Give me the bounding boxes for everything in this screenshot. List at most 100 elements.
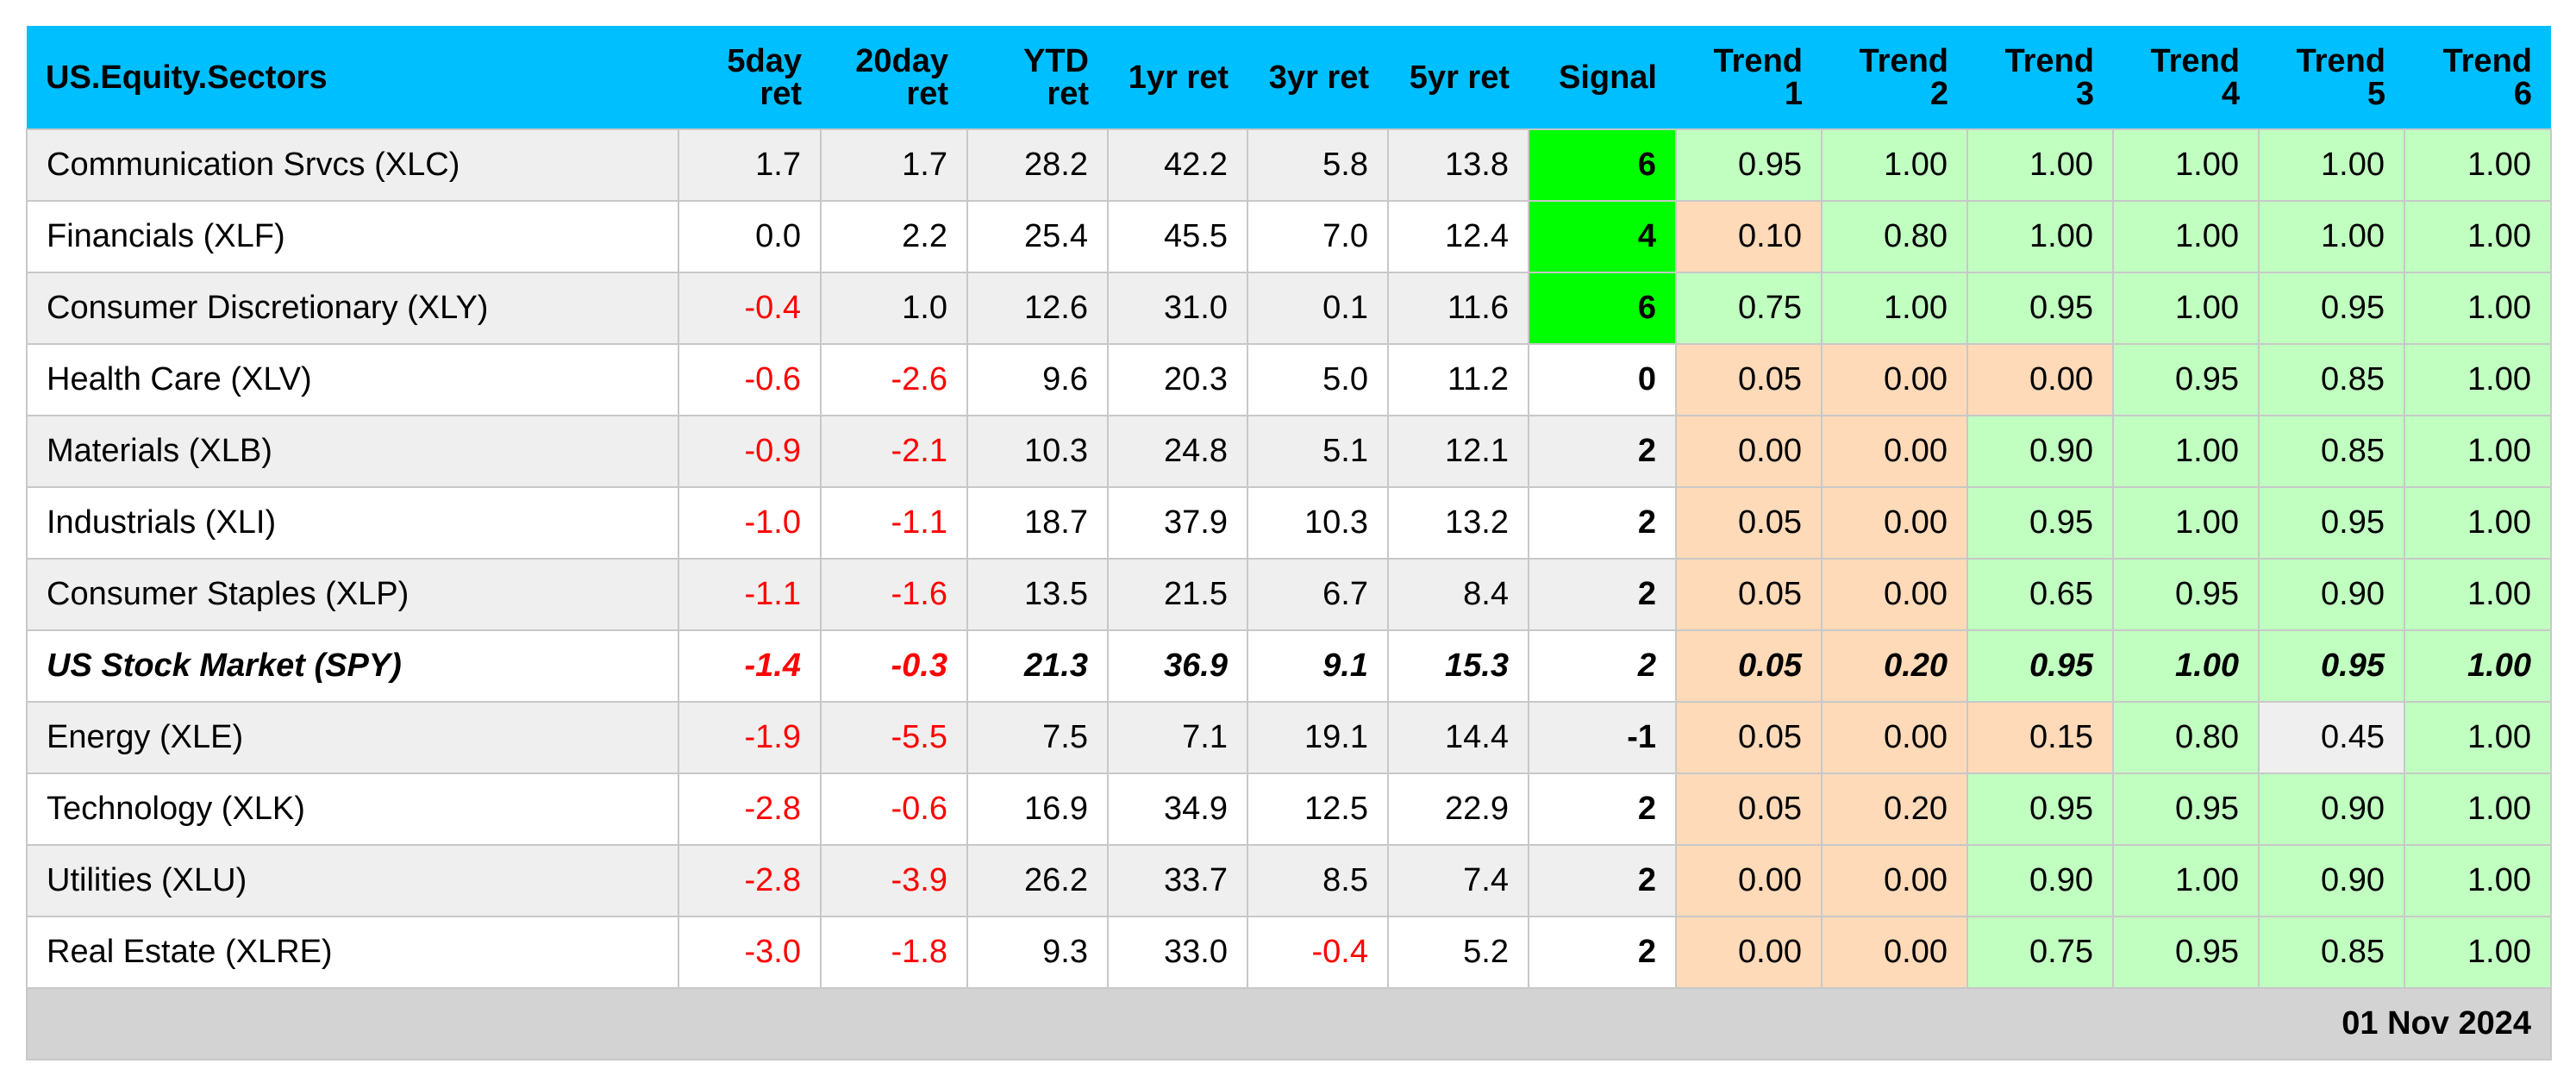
return-cell-r5y: 15.3 [1387,629,1529,703]
return-cell-r5d: -1.4 [678,629,822,703]
sector-name-cell: Industrials (XLI) [26,486,679,560]
column-header-label: 5 [2367,75,2385,112]
sector-name-cell: Utilities (XLU) [26,844,679,917]
trend-cell-3: 0.95 [1966,486,2114,560]
column-header-ytd: YTD ret [967,26,1108,129]
trend-cell-5: 0.90 [2258,558,2405,631]
signal-cell: 0 [1528,343,1677,416]
return-cell-r5y: 7.4 [1387,844,1529,917]
column-header-label: 1yr ret [1128,59,1229,96]
trend-cell-2: 0.00 [1821,558,1968,631]
table-body: Communication Srvcs (XLC) 1.7 1.7 28.2 42.2 5… [26,128,2552,989]
return-cell-r5y: 11.6 [1387,272,1529,345]
trend-cell-4: 0.95 [2112,343,2260,416]
trend-cell-1: 0.00 [1675,844,1823,917]
return-cell-r20d: 2.2 [820,200,968,273]
return-cell-r3y: 6.7 [1247,558,1389,631]
sector-row: Real Estate (XLRE) -3.0 -1.8 9.3 33.0 -0.4 5.2… [26,916,2552,989]
sector-name-cell: Real Estate (XLRE) [26,916,679,989]
trend-cell-5: 0.90 [2258,844,2405,917]
column-header-label: 2 [1929,75,1948,112]
return-cell-r5y: 13.2 [1387,486,1529,560]
column-header-label: ret [760,75,802,112]
return-cell-r5y: 14.4 [1387,701,1529,774]
signal-cell: 2 [1528,486,1677,560]
sector-row: Consumer Staples (XLP) -1.1 -1.6 13.5 21.5 6.… [26,558,2552,631]
trend-cell-4: 0.95 [2112,916,2260,989]
trend-cell-1: 0.05 [1675,343,1823,416]
column-header-label: YTD [1023,42,1089,79]
column-header-label: 4 [2221,75,2240,112]
trend-cell-3: 0.90 [1966,844,2114,917]
sector-name-cell: Communication Srvcs (XLC) [26,128,679,202]
column-header-r20d: 20day ret [821,26,967,129]
column-header-t4: Trend 4 [2113,26,2259,129]
return-cell-r1y: 31.0 [1107,272,1248,345]
return-cell-ytd: 28.2 [966,128,1109,202]
signal-cell: -1 [1528,701,1677,774]
sector-name-cell: Financials (XLF) [26,200,679,273]
trend-cell-6: 1.00 [2404,916,2552,989]
trend-cell-2: 1.00 [1821,128,1968,202]
trend-cell-5: 1.00 [2258,200,2405,273]
return-cell-r1y: 34.9 [1107,773,1248,846]
return-cell-ytd: 9.3 [966,916,1109,989]
return-cell-r3y: -0.4 [1247,916,1389,989]
return-cell-r1y: 37.9 [1107,486,1248,560]
trend-cell-4: 0.80 [2112,701,2260,774]
signal-cell: 2 [1528,558,1677,631]
trend-cell-4: 1.00 [2112,128,2260,202]
signal-cell: 2 [1528,844,1677,917]
return-cell-r20d: -2.1 [820,415,968,488]
sector-name-cell: US Stock Market (SPY) [26,629,679,703]
trend-cell-6: 1.00 [2404,128,2552,202]
return-cell-r1y: 33.7 [1107,844,1248,917]
column-header-r5y: 5yr ret [1388,26,1529,129]
return-cell-ytd: 25.4 [966,200,1109,273]
return-cell-r3y: 8.5 [1247,844,1389,917]
trend-cell-4: 1.00 [2112,486,2260,560]
column-header-label: 3 [2075,75,2094,112]
return-cell-r1y: 20.3 [1107,343,1248,416]
signal-cell: 2 [1528,916,1677,989]
signal-cell: 6 [1528,272,1677,345]
return-cell-r1y: 21.5 [1107,558,1248,631]
return-cell-r20d: -2.6 [820,343,968,416]
trend-cell-4: 1.00 [2112,844,2260,917]
sector-returns-table: US.Equity.Sectors 5day ret 20day ret YTD ret 1y… [26,26,2552,1060]
trend-cell-2: 0.00 [1821,486,1968,560]
return-cell-r5d: -0.4 [678,272,822,345]
column-header-label: 1 [1784,75,1803,112]
trend-cell-2: 0.00 [1821,916,1968,989]
column-header-r1y: 1yr ret [1108,26,1247,129]
trend-cell-1: 0.00 [1675,916,1823,989]
trend-cell-2: 0.00 [1821,844,1968,917]
benchmark-row: US Stock Market (SPY) -1.4 -0.3 21.3 36.9 9.1… [26,629,2552,703]
report-date: 01 Nov 2024 [26,987,2552,1060]
trend-cell-6: 1.00 [2404,272,2552,345]
sector-row: Energy (XLE) -1.9 -5.5 7.5 7.1 19.1 14.4 -1 0.05… [26,701,2552,774]
return-cell-r20d: 1.7 [820,128,968,202]
trend-cell-3: 0.95 [1966,272,2114,345]
column-header-label: Trend [2150,42,2240,79]
trend-cell-1: 0.10 [1675,200,1823,273]
trend-cell-3: 1.00 [1966,200,2114,273]
return-cell-r5d: 0.0 [678,200,822,273]
trend-cell-6: 1.00 [2404,343,2552,416]
column-header-r3y: 3yr ret [1247,26,1388,129]
return-cell-ytd: 12.6 [966,272,1109,345]
trend-cell-6: 1.00 [2404,486,2552,560]
return-cell-r3y: 5.0 [1247,343,1389,416]
sector-row: Consumer Discretionary (XLY) -0.4 1.0 12.6 3… [26,272,2552,345]
return-cell-r5d: 1.7 [678,128,822,202]
return-cell-r5y: 8.4 [1387,558,1529,631]
trend-cell-2: 1.00 [1821,272,1968,345]
trend-cell-1: 0.95 [1675,128,1823,202]
column-header-label: Trend [1859,42,1948,79]
return-cell-r3y: 5.8 [1247,128,1389,202]
return-cell-r1y: 45.5 [1107,200,1248,273]
column-header-label: 6 [2513,75,2532,112]
column-header-label: 5day [727,42,802,79]
trend-cell-6: 1.00 [2404,773,2552,846]
sector-row: Technology (XLK) -2.8 -0.6 16.9 34.9 12.5 22.9… [26,773,2552,846]
